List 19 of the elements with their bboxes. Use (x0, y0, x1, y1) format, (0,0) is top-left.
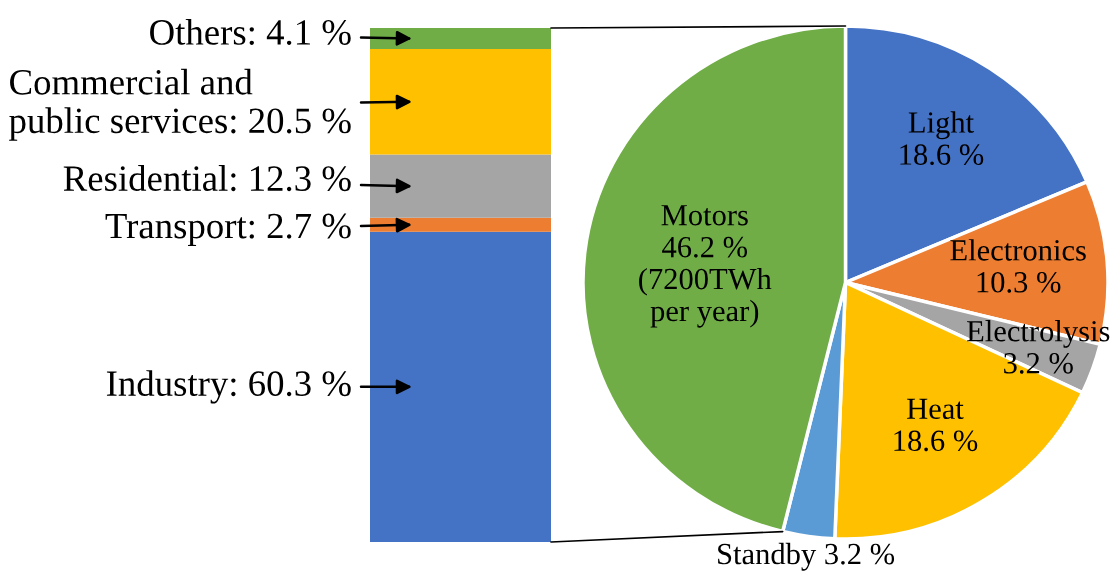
data-label: 46.2 % (7200TWh per year) (639, 236, 772, 328)
data-label: Residential: 12.3 % (63, 165, 351, 192)
bar (370, 49, 551, 155)
bar (370, 231, 551, 542)
data-label: 18.6 % (894, 430, 978, 452)
slice-label: Standby 3.2 % (718, 542, 895, 571)
slice-label: Heat (907, 398, 964, 420)
data-label: Industry: 60.3 % (106, 370, 351, 404)
data-label: 18.6 % (900, 144, 984, 166)
data-label: Commercial and public services: 20.5 % (9, 68, 351, 141)
bar (370, 28, 551, 50)
slice-label: Motors (661, 205, 748, 226)
data-label: 10.3 % (977, 271, 1061, 293)
data-label: Others: 4.1 % (150, 18, 351, 45)
slice-label: Light (908, 111, 974, 140)
bar (370, 217, 551, 232)
slice-label: Electronics (950, 239, 1086, 261)
data-label: Transport: 2.7 % (105, 213, 351, 246)
bar (370, 154, 551, 218)
